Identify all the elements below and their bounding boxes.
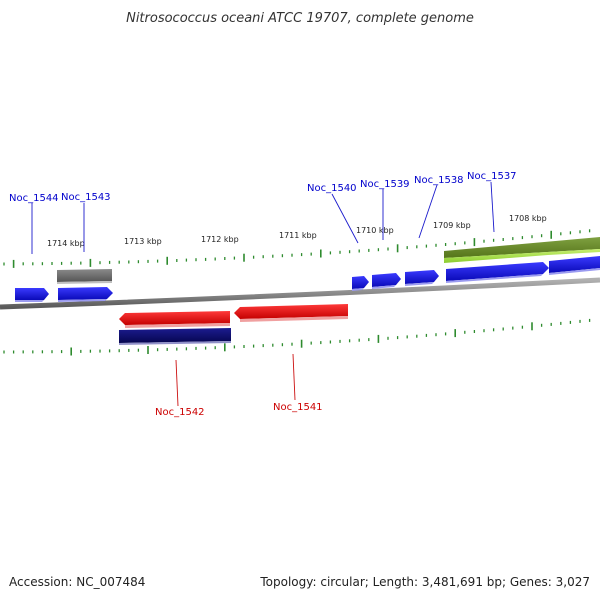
gene-label-noc-1543[interactable]: Noc_1543: [61, 192, 111, 203]
leader-line-noc-1538: [418, 184, 438, 239]
inner-tick-row: [3, 318, 591, 356]
gene-gray-upper[interactable]: [57, 269, 112, 284]
gene-noc-1539[interactable]: [372, 273, 401, 289]
kbp-label-1711: 1711 kbp: [279, 231, 317, 240]
gene-olive-upper[interactable]: [444, 237, 600, 258]
kbp-label-1708: 1708 kbp: [509, 214, 547, 223]
gene-label-noc-1542[interactable]: Noc_1542: [155, 407, 205, 418]
gene-label-noc-1541[interactable]: Noc_1541: [273, 402, 323, 413]
gene-blue-edge[interactable]: [549, 256, 600, 275]
topology-text: Topology: circular; Length: 3,481,691 bp…: [259, 575, 590, 589]
gene-label-noc-1538[interactable]: Noc_1538: [414, 175, 464, 186]
gene-label-noc-1539[interactable]: Noc_1539: [360, 179, 410, 190]
gene-noc-1543[interactable]: [58, 287, 113, 302]
gene-noc-1538[interactable]: [405, 270, 439, 286]
gene-noc-1541[interactable]: [234, 304, 348, 322]
leader-line-noc-1540: [331, 193, 359, 244]
leader-line-noc-1542: [175, 359, 179, 407]
gene-navy-lower[interactable]: [119, 328, 231, 345]
gene-noc-1544[interactable]: [15, 288, 49, 302]
kbp-label-1713: 1713 kbp: [124, 237, 162, 246]
leader-line-noc-1541: [292, 353, 296, 401]
kbp-label-1714: 1714 kbp: [47, 239, 85, 248]
kbp-label-1710: 1710 kbp: [356, 226, 394, 235]
leader-line-noc-1537: [490, 181, 495, 233]
map-title: Nitrosococcus oceani ATCC 19707, complet…: [126, 11, 474, 26]
gene-label-noc-1540[interactable]: Noc_1540: [307, 183, 357, 194]
gene-label-noc-1544[interactable]: Noc_1544: [9, 193, 59, 204]
kbp-label-1709: 1709 kbp: [433, 221, 471, 230]
gene-noc-1540[interactable]: [352, 276, 369, 291]
accession-text: Accession: NC_007484: [9, 575, 145, 589]
outer-tick-row: [3, 229, 591, 268]
gene-label-noc-1537[interactable]: Noc_1537: [467, 171, 517, 182]
gene-noc-1537[interactable]: [446, 262, 549, 283]
genome-backbone: [0, 277, 600, 310]
gene-noc-1542[interactable]: [119, 311, 230, 328]
gene-lime-upper[interactable]: [444, 249, 600, 263]
kbp-label-1712: 1712 kbp: [201, 235, 239, 244]
